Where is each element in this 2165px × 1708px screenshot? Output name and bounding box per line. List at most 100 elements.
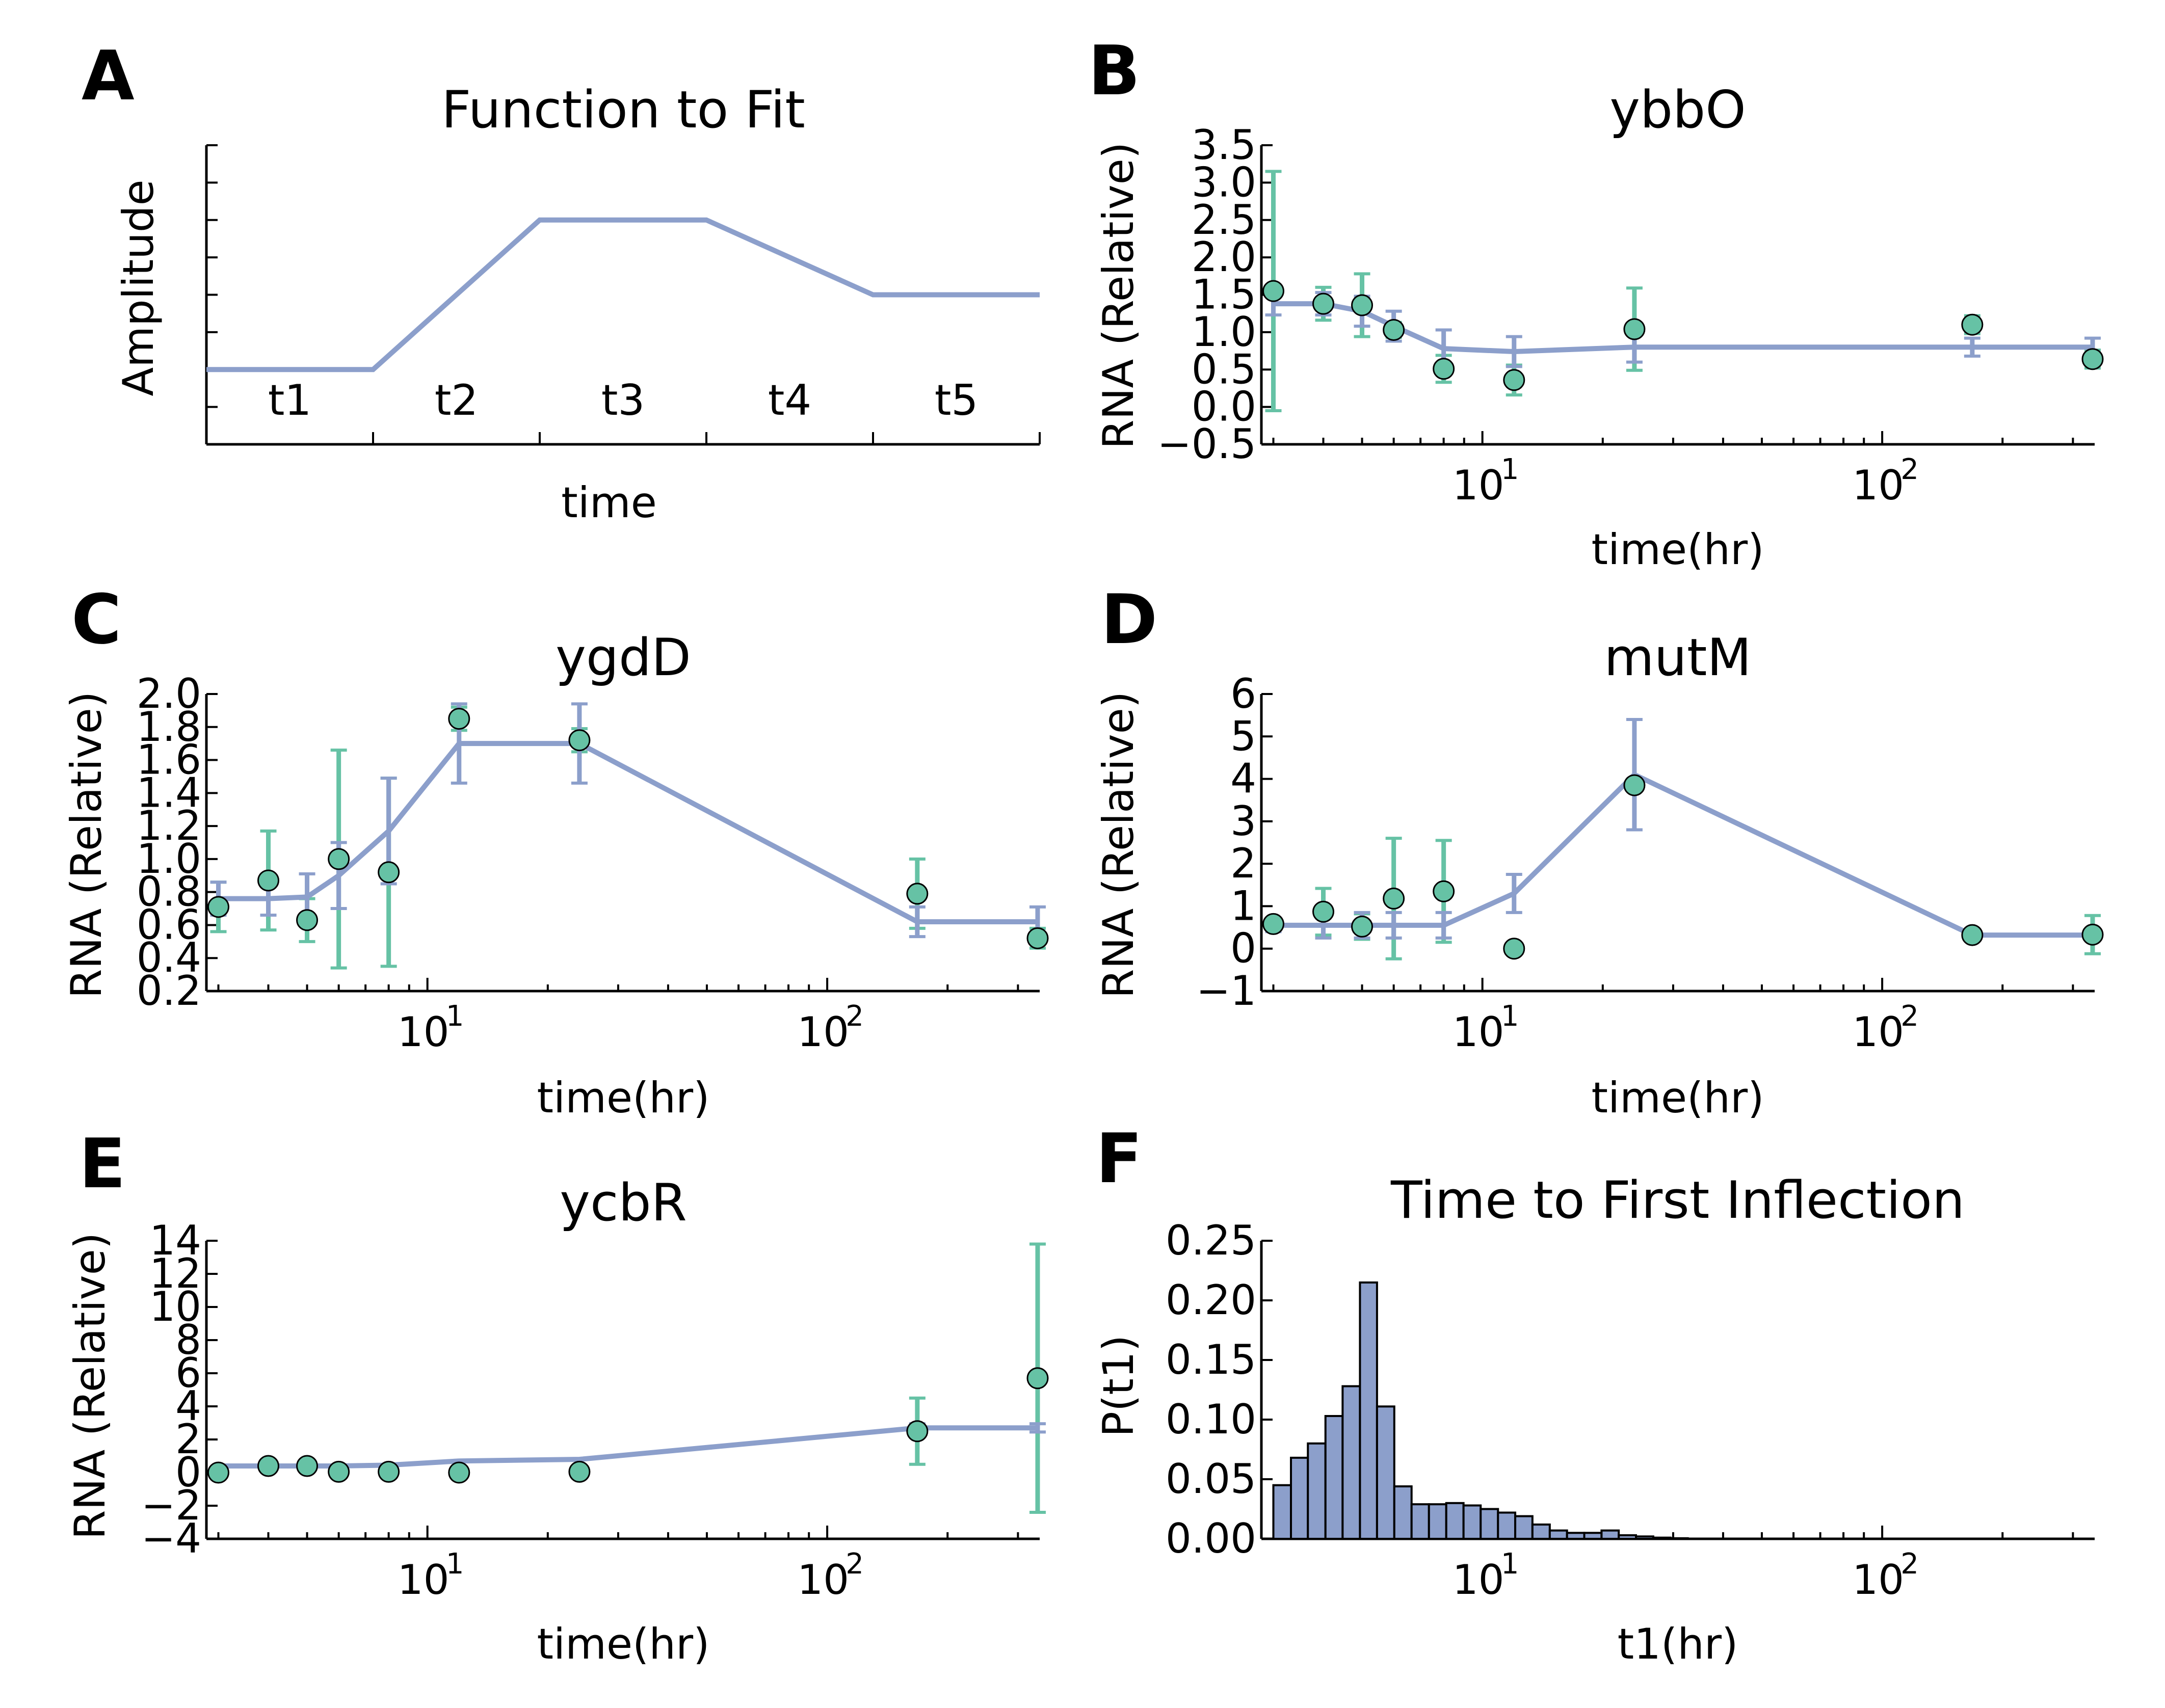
data-point-b — [1351, 294, 1374, 316]
y-tick-label-e: 14 — [149, 1217, 201, 1264]
segment-label-t2: t2 — [435, 376, 478, 425]
histogram-bar-f — [1445, 1502, 1465, 1540]
histogram-bar-f — [1514, 1515, 1534, 1540]
y-tick-label-d: 0 — [1230, 925, 1256, 972]
panel-e: E ycbR time(hr) RNA (Relative) −4−202468… — [65, 1124, 1049, 1669]
panel-a: A Function to Fit time Amplitude t1 t2 t3 t… — [82, 36, 1041, 527]
chart-title-b: ybbO — [1609, 79, 1746, 140]
data-point-d — [1961, 924, 1984, 946]
y-tick-label-e: 12 — [149, 1250, 201, 1297]
y-tick-label-e: 0 — [175, 1449, 201, 1496]
function-line-a — [206, 217, 1040, 372]
y-tick-label-b: 2.0 — [1192, 233, 1256, 281]
data-point-c — [906, 883, 929, 905]
data-point-d — [1312, 900, 1335, 923]
data-point-e — [568, 1460, 591, 1483]
x-tick-label-f: 10 — [1852, 1556, 1904, 1604]
histogram-bar-f — [1307, 1442, 1327, 1540]
model-line-b — [1273, 301, 2093, 355]
chart-title-e: ycbR — [560, 1172, 687, 1233]
histogram-bar-f — [1618, 1534, 1638, 1540]
panel-letter-b: B — [1088, 31, 1140, 111]
segment-label-t4: t4 — [768, 376, 811, 425]
panel-c: C ygdD time(hr) RNA (Relative) 0.20.40.6… — [62, 580, 1049, 1123]
histogram-bar-f — [1600, 1529, 1620, 1540]
y-tick-label-c: 0.8 — [137, 868, 201, 916]
panel-b: B ybbO time(hr) RNA (Relative) −0.50.00.… — [1088, 31, 2104, 574]
x-axis-label-e: time(hr) — [537, 1619, 709, 1669]
y-tick-label-c: 1.0 — [137, 835, 201, 883]
x-tick-exponent-b: 1 — [1501, 453, 1519, 486]
data-point-b — [1503, 369, 1525, 391]
histogram-bar-f — [1635, 1535, 1654, 1540]
histogram-bar-f — [1548, 1529, 1568, 1540]
y-axis-label-b: RNA (Relative) — [1094, 142, 1143, 449]
data-point-e — [1026, 1367, 1049, 1390]
panel-letter-f: F — [1096, 1119, 1143, 1198]
data-point-b — [1312, 292, 1335, 315]
data-point-c — [328, 848, 350, 870]
x-tick-label-d: 10 — [1852, 1008, 1904, 1056]
x-axis-label-f: t1(hr) — [1618, 1619, 1738, 1669]
histogram-bar-f — [1376, 1405, 1395, 1540]
histogram-bar-f — [1566, 1532, 1586, 1540]
histogram-bar-f — [1410, 1503, 1430, 1540]
y-tick-label-d: 4 — [1230, 755, 1256, 803]
histogram-bar-f — [1669, 1537, 1689, 1540]
x-tick-label-b: 10 — [1453, 462, 1504, 509]
y-tick-label-c: 1.8 — [137, 703, 201, 751]
y-tick-label-c: 0.2 — [137, 967, 201, 1015]
x-tick-label-c: 10 — [797, 1008, 849, 1056]
histogram-bar-f — [1393, 1485, 1413, 1540]
data-point-e — [257, 1455, 280, 1477]
chart-title-a: Function to Fit — [441, 79, 805, 140]
y-axis-label-e: RNA (Relative) — [65, 1233, 115, 1539]
data-point-d — [1623, 774, 1646, 796]
data-point-e — [207, 1461, 230, 1484]
y-tick-label-e: 8 — [175, 1316, 201, 1364]
y-tick-label-b: 0.5 — [1192, 345, 1256, 393]
data-point-b — [1961, 313, 1984, 336]
data-point-b — [2081, 348, 2104, 370]
y-tick-label-f: 0.25 — [1166, 1217, 1256, 1264]
x-axis-label-a: time — [561, 478, 657, 527]
y-tick-label-f: 0.15 — [1166, 1336, 1256, 1383]
x-tick-label-e: 10 — [398, 1556, 450, 1604]
plot-area-d — [1262, 717, 2104, 960]
y-tick-label-d: 5 — [1230, 712, 1256, 760]
plot-area-b — [1262, 170, 2104, 412]
data-point-c — [378, 861, 400, 884]
histogram-bar-f — [1497, 1511, 1517, 1540]
histogram-bar-f — [1428, 1503, 1447, 1540]
data-point-e — [448, 1461, 470, 1484]
y-tick-label-d: 1 — [1230, 882, 1256, 929]
y-tick-label-b: 3.5 — [1192, 121, 1256, 169]
x-axis-label-b: time(hr) — [1591, 525, 1764, 574]
x-tick-label-f: 10 — [1453, 1556, 1504, 1604]
y-tick-label-c: 0.6 — [137, 901, 201, 948]
y-tick-label-f: 0.05 — [1166, 1455, 1256, 1503]
panel-letter-c: C — [71, 580, 121, 659]
data-point-c — [296, 909, 319, 931]
y-tick-label-b: 1.5 — [1192, 271, 1256, 318]
segment-label-t1: t1 — [268, 376, 311, 425]
x-tick-exponent-c: 1 — [446, 1000, 464, 1033]
data-point-d — [1503, 938, 1525, 960]
x-tick-exponent-f: 2 — [1900, 1547, 1919, 1581]
plot-area-c — [207, 702, 1049, 970]
x-tick-label-b: 10 — [1852, 462, 1904, 509]
chart-title-d: mutM — [1604, 627, 1751, 687]
y-tick-label-b: 1.0 — [1192, 308, 1256, 356]
data-point-c — [1026, 927, 1049, 949]
y-tick-label-b: −0.5 — [1157, 420, 1256, 468]
y-tick-label-e: 10 — [149, 1283, 201, 1330]
data-point-b — [1262, 280, 1285, 302]
data-point-e — [906, 1420, 929, 1443]
panel-letter-d: D — [1101, 580, 1157, 659]
y-tick-label-d: 3 — [1230, 797, 1256, 845]
data-point-c — [448, 708, 470, 730]
y-tick-label-f: 0.20 — [1166, 1276, 1256, 1324]
data-point-d — [1433, 880, 1455, 902]
histogram-bar-f — [1290, 1456, 1309, 1540]
